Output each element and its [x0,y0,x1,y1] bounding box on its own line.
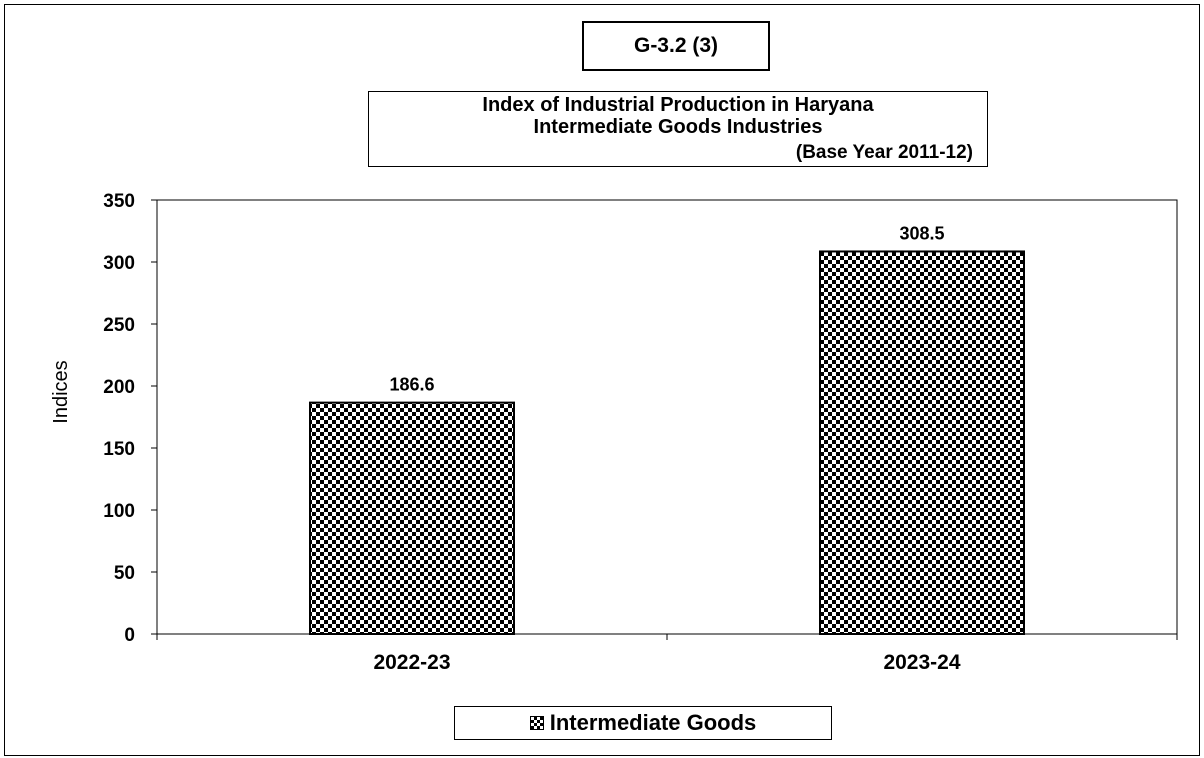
y-tick-label: 350 [103,191,135,212]
bar-2023-24 [819,250,1025,636]
data-label: 308.5 [899,223,944,243]
legend: Intermediate Goods [454,706,832,740]
chart-title-box: Index of Industrial Production in Haryan… [368,91,988,167]
y-tick-label: 150 [103,439,135,460]
legend-label: Intermediate Goods [549,710,757,735]
chart-frame [4,4,1200,756]
x-tick-label: 2023-24 [883,651,960,674]
bars-group: 186.6 308.5 [309,223,1025,636]
chart-subtitle: Intermediate Goods Industries [533,116,823,138]
base-year-note: (Base Year 2011-12) [795,142,973,163]
bar-2022-23 [309,401,515,635]
y-axis-label: Indices [50,360,72,423]
y-tick-label: 100 [103,501,135,522]
x-tick-label: 2022-23 [373,651,450,674]
figure-label: G-3.2 (3) [582,21,770,71]
y-tick-label: 300 [103,253,135,274]
y-tick-label: 50 [114,563,135,584]
y-tick-label: 200 [103,377,135,398]
y-axis: 0 50 100 150 200 250 300 350 [103,191,158,646]
y-tick-label: 250 [103,315,135,336]
x-axis: 2022-23 2023-24 [156,633,1178,674]
legend-swatch [529,716,544,730]
y-tick-label: 0 [124,625,135,646]
data-label: 186.6 [389,375,434,395]
chart-title: Index of Industrial Production in Haryan… [482,94,874,116]
